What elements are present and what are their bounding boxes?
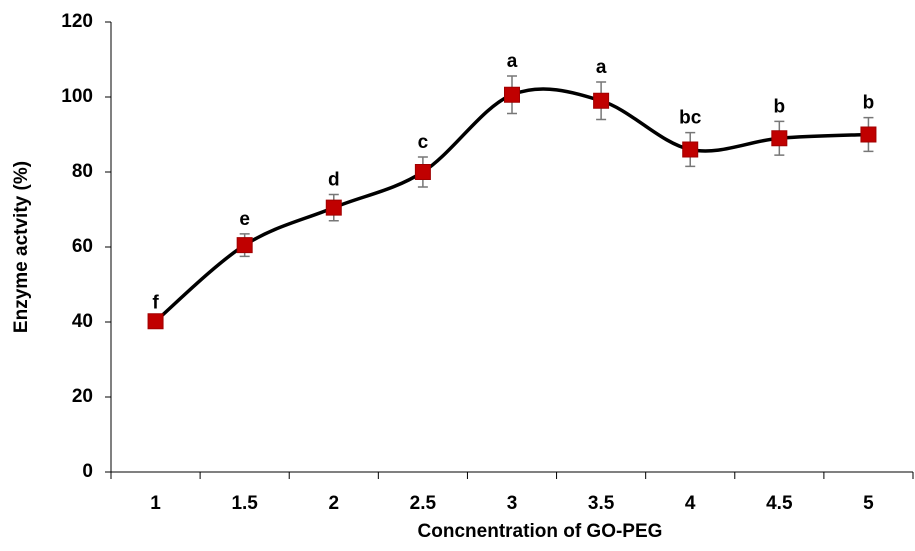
- y-tick-label: 60: [72, 236, 93, 257]
- y-tick-label: 120: [61, 11, 93, 32]
- annotation: a: [596, 57, 607, 78]
- annotation: d: [328, 170, 340, 191]
- annotation: b: [774, 96, 786, 117]
- y-tick-label: 100: [61, 86, 93, 107]
- annotation: e: [239, 209, 250, 230]
- marker: [147, 313, 164, 330]
- x-tick-label: 3: [507, 493, 518, 514]
- x-tick-label: 3.5: [588, 493, 615, 514]
- marker: [593, 92, 610, 109]
- annotation: b: [863, 93, 875, 114]
- x-axis-title: Concnentration of GO-PEG: [418, 521, 663, 542]
- y-tick-label: 20: [72, 386, 93, 407]
- annotation: a: [507, 51, 518, 72]
- x-tick-label: 4.5: [766, 493, 793, 514]
- x-tick-label: 2: [328, 493, 339, 514]
- marker: [771, 130, 788, 147]
- y-tick-label: 80: [72, 161, 93, 182]
- data-line: [154, 87, 869, 323]
- x-tick-label: 5: [863, 493, 874, 514]
- x-tick-label: 1.5: [231, 493, 258, 514]
- marker: [236, 237, 253, 254]
- marker: [325, 199, 342, 216]
- x-tick-label: 1: [150, 493, 161, 514]
- y-tick-label: 0: [82, 461, 93, 482]
- annotation: c: [418, 132, 429, 153]
- marker: [504, 86, 520, 103]
- y-axis-title: Enzyme actvity (%): [11, 161, 32, 333]
- y-tick-label: 40: [72, 311, 93, 332]
- marker: [414, 164, 431, 180]
- marker: [682, 141, 699, 158]
- x-tick-label: 2.5: [410, 493, 437, 514]
- annotation: bc: [679, 108, 702, 129]
- annotation: f: [152, 293, 159, 314]
- marker: [860, 126, 877, 143]
- x-tick-label: 4: [685, 493, 696, 514]
